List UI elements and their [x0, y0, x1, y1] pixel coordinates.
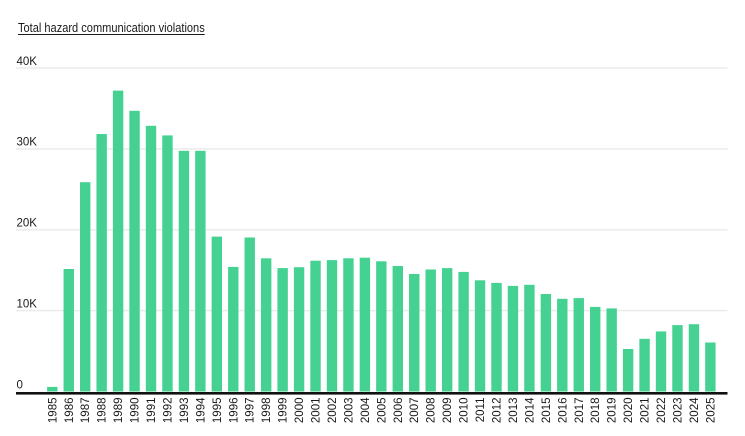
svg-text:2014: 2014 — [524, 397, 536, 423]
svg-text:2025: 2025 — [705, 398, 717, 424]
svg-text:2013: 2013 — [508, 398, 520, 424]
svg-text:30K: 30K — [17, 137, 38, 149]
svg-text:2005: 2005 — [376, 398, 388, 424]
svg-text:2024: 2024 — [689, 397, 701, 423]
svg-text:2010: 2010 — [459, 398, 471, 424]
svg-text:2007: 2007 — [409, 398, 421, 424]
svg-text:1992: 1992 — [162, 398, 174, 424]
svg-text:2000: 2000 — [294, 398, 306, 424]
svg-text:2002: 2002 — [327, 398, 339, 424]
svg-text:2017: 2017 — [574, 398, 586, 424]
svg-text:2012: 2012 — [492, 398, 504, 424]
svg-text:1991: 1991 — [146, 398, 158, 424]
svg-text:1998: 1998 — [261, 398, 273, 424]
svg-text:2018: 2018 — [590, 398, 602, 424]
svg-text:1988: 1988 — [97, 398, 109, 424]
svg-text:1993: 1993 — [179, 398, 191, 424]
svg-text:2015: 2015 — [541, 398, 553, 424]
svg-text:0: 0 — [17, 380, 23, 392]
svg-text:1994: 1994 — [195, 397, 207, 423]
svg-text:2009: 2009 — [442, 398, 454, 424]
svg-text:2021: 2021 — [640, 398, 652, 424]
svg-text:2006: 2006 — [393, 398, 405, 424]
svg-text:2020: 2020 — [623, 398, 635, 424]
svg-text:10K: 10K — [17, 298, 38, 310]
svg-text:1996: 1996 — [228, 398, 240, 424]
svg-text:1986: 1986 — [64, 398, 76, 424]
svg-text:1989: 1989 — [113, 398, 125, 424]
svg-text:1990: 1990 — [130, 398, 142, 424]
svg-text:2003: 2003 — [343, 398, 355, 424]
svg-text:2008: 2008 — [426, 398, 438, 424]
svg-text:2023: 2023 — [672, 398, 684, 424]
svg-text:2001: 2001 — [311, 398, 323, 424]
svg-text:1999: 1999 — [278, 398, 290, 424]
svg-text:2019: 2019 — [607, 398, 619, 424]
svg-text:2011: 2011 — [475, 398, 487, 423]
svg-text:40K: 40K — [17, 56, 38, 68]
svg-text:1987: 1987 — [80, 398, 92, 424]
svg-text:20K: 20K — [17, 218, 38, 230]
svg-text:1985: 1985 — [47, 398, 59, 424]
svg-text:1995: 1995 — [212, 398, 224, 424]
svg-text:2022: 2022 — [656, 398, 668, 424]
svg-text:1997: 1997 — [245, 398, 257, 424]
svg-text:2016: 2016 — [557, 398, 569, 424]
svg-text:2004: 2004 — [360, 397, 372, 423]
